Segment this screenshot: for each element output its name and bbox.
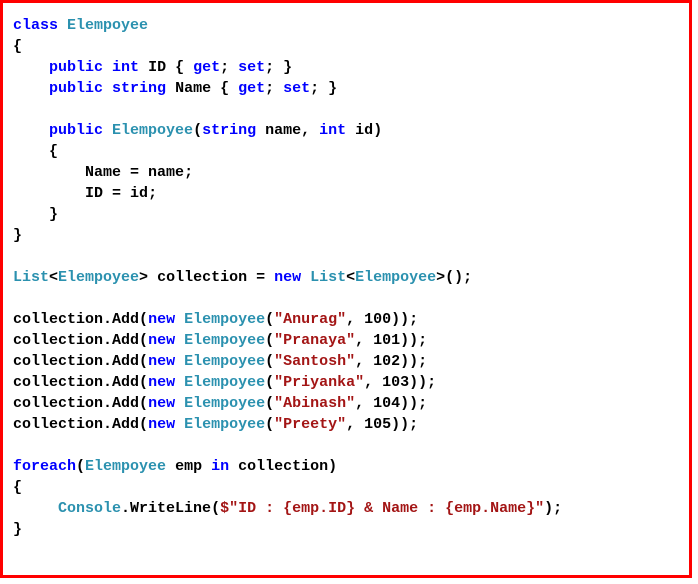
keyword-public: public (49, 59, 103, 76)
kw-new: new (148, 395, 175, 412)
param-id: id (355, 122, 373, 139)
keyword-class: class (13, 17, 58, 34)
var-collection: collection (238, 458, 328, 475)
type-classname: Elempoyee (67, 17, 148, 34)
kw-new: new (148, 332, 175, 349)
keyword-string: string (202, 122, 256, 139)
method-add: Add (112, 374, 139, 391)
str-name: "Abinash" (274, 395, 355, 412)
kw-new: new (274, 269, 301, 286)
type-ctor: Elempoyee (184, 374, 265, 391)
var-collection: collection (13, 374, 103, 391)
str-name: "Santosh" (274, 353, 355, 370)
type-list: List (13, 269, 49, 286)
prop-id: ID (148, 59, 166, 76)
str-name: "Pranaya" (274, 332, 355, 349)
type-console: Console (58, 500, 121, 517)
method-add: Add (112, 395, 139, 412)
type-arg: Elempoyee (355, 269, 436, 286)
assign-id: ID (85, 185, 103, 202)
keyword-int: int (319, 122, 346, 139)
str-name: "Anurag" (274, 311, 346, 328)
num-id: 104 (373, 395, 400, 412)
type-list: List (310, 269, 346, 286)
type-ctor: Elempoyee (184, 311, 265, 328)
str-name: "Priyanka" (274, 374, 364, 391)
kw-new: new (148, 311, 175, 328)
str-interp: $"ID : {emp.ID} & Name : {emp.Name}" (220, 500, 544, 517)
method-writeline: WriteLine (130, 500, 211, 517)
type-ctor: Elempoyee (184, 332, 265, 349)
num-id: 102 (373, 353, 400, 370)
param-name: name (265, 122, 301, 139)
var-collection: collection (13, 395, 103, 412)
kw-new: new (148, 416, 175, 433)
method-add: Add (112, 332, 139, 349)
num-id: 100 (364, 311, 391, 328)
var-collection: collection (13, 311, 103, 328)
num-id: 103 (382, 374, 409, 391)
type-arg: Elempoyee (58, 269, 139, 286)
kw-in: in (211, 458, 229, 475)
type-ctor: Elempoyee (184, 416, 265, 433)
type-iter: Elempoyee (85, 458, 166, 475)
var-emp: emp (175, 458, 202, 475)
kw-get: get (193, 59, 220, 76)
kw-new: new (148, 353, 175, 370)
keyword-string: string (112, 80, 166, 97)
code-block: class Elempoyee { public int ID { get; s… (0, 0, 692, 578)
assign-name: Name (85, 164, 121, 181)
type-ctor: Elempoyee (184, 353, 265, 370)
method-add: Add (112, 416, 139, 433)
num-id: 105 (364, 416, 391, 433)
num-id: 101 (373, 332, 400, 349)
keyword-int: int (112, 59, 139, 76)
ref-id: id (130, 185, 148, 202)
kw-set: set (238, 59, 265, 76)
method-add: Add (112, 353, 139, 370)
var-collection: collection (157, 269, 247, 286)
kw-set: set (283, 80, 310, 97)
var-collection: collection (13, 353, 103, 370)
var-collection: collection (13, 332, 103, 349)
kw-new: new (148, 374, 175, 391)
keyword-public: public (49, 122, 103, 139)
kw-get: get (238, 80, 265, 97)
str-name: "Preety" (274, 416, 346, 433)
ctor-name: Elempoyee (112, 122, 193, 139)
var-collection: collection (13, 416, 103, 433)
kw-foreach: foreach (13, 458, 76, 475)
ref-name: name (148, 164, 184, 181)
type-ctor: Elempoyee (184, 395, 265, 412)
prop-name: Name (175, 80, 211, 97)
method-add: Add (112, 311, 139, 328)
keyword-public: public (49, 80, 103, 97)
